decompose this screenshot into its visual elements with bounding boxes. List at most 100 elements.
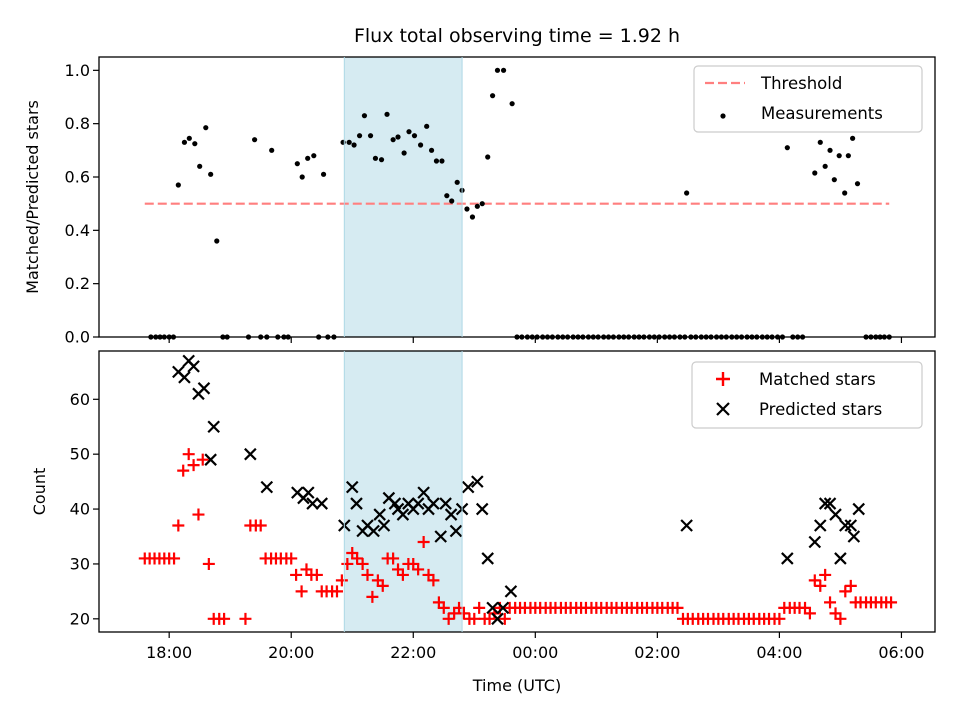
predicted-star-point bbox=[377, 519, 391, 532]
predicted-star-point bbox=[260, 480, 274, 494]
bottom-legend: Matched stars Predicted stars bbox=[691, 361, 923, 429]
predicted-star-point bbox=[244, 447, 257, 461]
predicted-star-point bbox=[306, 497, 319, 510]
y-tick-label: 20 bbox=[70, 609, 90, 628]
predicted-star-point bbox=[345, 480, 359, 494]
predicted-star-point bbox=[823, 497, 837, 510]
legend-matched-label: Matched stars bbox=[759, 370, 876, 389]
predicted-star-point bbox=[781, 552, 794, 565]
predicted-star-point bbox=[834, 552, 847, 565]
matched-star-point bbox=[290, 568, 303, 581]
measurement-point bbox=[378, 157, 385, 163]
predicted-star-point bbox=[844, 519, 858, 532]
matched-star-point bbox=[366, 590, 379, 603]
matched-star-point bbox=[202, 557, 215, 570]
legend-measurements-label: Measurements bbox=[761, 104, 883, 123]
measurement-point bbox=[464, 206, 470, 212]
matched-star-point bbox=[196, 453, 209, 466]
matched-star-point bbox=[239, 612, 252, 625]
measurement-point bbox=[311, 153, 317, 159]
predicted-star-point bbox=[204, 453, 217, 466]
matched-star-point bbox=[254, 519, 267, 532]
matched-ratio-panel: 0.0 0.2 0.4 0.6 0.8 1.0 Matched/Predicted sta… bbox=[23, 56, 936, 347]
measurement-point bbox=[836, 153, 842, 159]
measurement-point bbox=[390, 137, 396, 143]
matched-star-point bbox=[442, 612, 455, 625]
matched-star-point bbox=[310, 568, 323, 581]
x-tick-label: 02:00 bbox=[634, 643, 680, 662]
predicted-star-point bbox=[471, 475, 484, 488]
predicted-star-point bbox=[427, 497, 440, 510]
measurement-point bbox=[214, 238, 220, 244]
measurement-point bbox=[351, 142, 357, 148]
matched-star-point bbox=[351, 552, 364, 565]
measurement-point bbox=[684, 190, 690, 196]
measurement-point bbox=[474, 203, 480, 209]
measurement-point bbox=[812, 170, 818, 176]
measurement-point bbox=[186, 135, 192, 141]
measurement-point bbox=[401, 150, 407, 156]
measurement-point bbox=[384, 111, 390, 117]
predicted-star-point bbox=[444, 508, 458, 521]
legend-predicted-swatch bbox=[716, 402, 730, 416]
legend-measurements-swatch bbox=[720, 113, 726, 119]
matched-star-point bbox=[285, 552, 298, 565]
measurement-point bbox=[203, 125, 209, 131]
matched-star-point bbox=[387, 552, 400, 565]
measurement-point bbox=[469, 214, 476, 220]
measurement-point bbox=[500, 67, 507, 73]
measurement-point bbox=[305, 155, 311, 161]
matched-star-point bbox=[473, 601, 486, 614]
matched-star-point bbox=[417, 535, 430, 548]
y-tick-label: 60 bbox=[70, 390, 90, 409]
measurement-point bbox=[842, 190, 848, 196]
matched-star-point bbox=[839, 585, 852, 598]
predicted-star-point bbox=[178, 371, 191, 384]
measurement-point bbox=[845, 153, 851, 159]
measurement-point bbox=[817, 139, 823, 145]
matched-star-point bbox=[819, 568, 832, 581]
measurement-point bbox=[784, 145, 790, 151]
top-y-axis-label: Matched/Predicted stars bbox=[23, 100, 42, 294]
matched-star-point bbox=[773, 612, 786, 625]
measurement-point bbox=[444, 193, 450, 199]
predicted-star-point bbox=[486, 601, 499, 615]
bottom-axes-frame bbox=[98, 350, 936, 633]
predicted-star-point bbox=[847, 530, 861, 543]
predicted-star-point bbox=[315, 497, 329, 510]
measurement-point bbox=[449, 198, 455, 204]
predicted-star-point bbox=[417, 486, 430, 499]
matched-star-point bbox=[844, 579, 857, 592]
measurement-point bbox=[340, 139, 346, 145]
y-tick-label: 40 bbox=[70, 500, 90, 519]
measurement-point bbox=[346, 139, 352, 145]
matched-star-point bbox=[808, 574, 821, 587]
x-tick-label: 04:00 bbox=[756, 643, 802, 662]
matched-star-point bbox=[295, 585, 308, 598]
y-tick-label: 1.0 bbox=[65, 61, 90, 80]
x-tick-label: 00:00 bbox=[512, 643, 558, 662]
predicted-star-point bbox=[373, 508, 386, 521]
measurement-point bbox=[439, 158, 445, 164]
matched-star-point bbox=[412, 563, 425, 576]
measurement-point bbox=[827, 147, 833, 153]
x-tick-label: 20:00 bbox=[268, 643, 314, 662]
x-tick-label: 18:00 bbox=[146, 643, 192, 662]
measurement-point bbox=[372, 155, 379, 161]
measurement-point bbox=[509, 101, 515, 107]
top-y-ticks: 0.0 0.2 0.4 0.6 0.8 1.0 bbox=[65, 61, 99, 347]
measurement-point bbox=[252, 137, 258, 143]
predicted-star-point bbox=[496, 601, 510, 615]
predicted-star-point bbox=[187, 360, 200, 373]
y-tick-label: 0.4 bbox=[65, 221, 90, 240]
measurement-point bbox=[411, 133, 418, 139]
matched-star-point bbox=[341, 557, 354, 570]
measurement-point bbox=[494, 67, 501, 73]
measurement-point bbox=[831, 177, 837, 183]
measurement-point bbox=[479, 201, 485, 207]
measurement-point bbox=[208, 171, 214, 177]
counts-panel: 20 30 40 50 60 18:00 20:00 22:00 00:00 02:00 04:0… bbox=[30, 350, 936, 695]
top-axes-frame bbox=[98, 56, 936, 338]
measurement-point bbox=[454, 179, 460, 185]
measurement-point bbox=[320, 171, 327, 177]
